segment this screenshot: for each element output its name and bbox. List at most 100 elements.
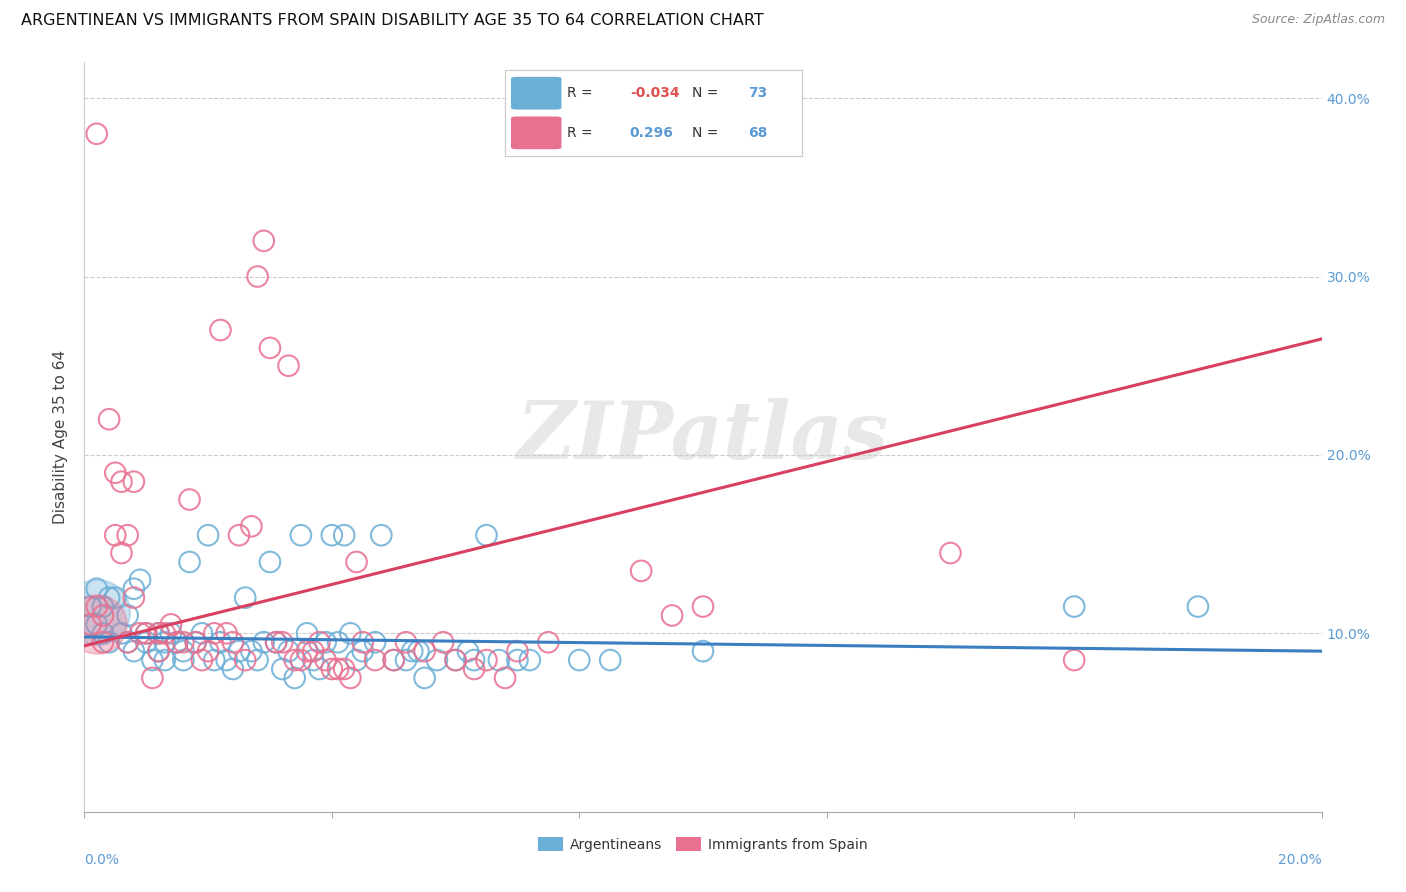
- Point: [463, 653, 485, 667]
- Point: [98, 591, 121, 605]
- Point: [444, 653, 467, 667]
- Point: [79, 617, 101, 632]
- Point: [537, 635, 560, 649]
- Point: [346, 653, 368, 667]
- Point: [408, 644, 430, 658]
- Point: [135, 626, 157, 640]
- Point: [86, 605, 108, 619]
- Point: [86, 582, 108, 596]
- Point: [308, 662, 330, 676]
- Point: [413, 671, 436, 685]
- Point: [104, 466, 127, 480]
- Point: [315, 635, 337, 649]
- Point: [326, 662, 349, 676]
- Point: [246, 653, 269, 667]
- Point: [91, 599, 114, 614]
- Point: [1063, 599, 1085, 614]
- Point: [86, 617, 108, 632]
- Point: [91, 635, 114, 649]
- Point: [166, 635, 188, 649]
- Point: [160, 617, 183, 632]
- Point: [630, 564, 652, 578]
- Point: [519, 653, 541, 667]
- Point: [148, 626, 170, 640]
- Point: [457, 644, 479, 658]
- Point: [326, 635, 349, 649]
- Point: [295, 626, 318, 640]
- Point: [506, 644, 529, 658]
- Point: [209, 635, 232, 649]
- Point: [86, 127, 108, 141]
- Point: [98, 412, 121, 426]
- Y-axis label: Disability Age 35 to 64: Disability Age 35 to 64: [53, 350, 69, 524]
- Point: [259, 341, 281, 355]
- Point: [184, 635, 207, 649]
- Point: [321, 662, 343, 676]
- Point: [129, 626, 152, 640]
- Point: [172, 644, 194, 658]
- Point: [475, 528, 498, 542]
- Point: [253, 234, 276, 248]
- Point: [315, 653, 337, 667]
- Point: [284, 653, 307, 667]
- Point: [172, 653, 194, 667]
- Point: [463, 662, 485, 676]
- Point: [222, 635, 245, 649]
- Point: [148, 644, 170, 658]
- Point: [413, 644, 436, 658]
- Point: [228, 644, 250, 658]
- Point: [426, 653, 449, 667]
- Point: [110, 546, 132, 560]
- Point: [382, 653, 405, 667]
- Point: [191, 653, 214, 667]
- Point: [253, 635, 276, 649]
- Point: [117, 635, 139, 649]
- Point: [86, 617, 108, 632]
- Point: [197, 528, 219, 542]
- Point: [135, 635, 157, 649]
- Point: [202, 653, 225, 667]
- Point: [148, 626, 170, 640]
- Point: [290, 528, 312, 542]
- Point: [202, 626, 225, 640]
- Point: [240, 644, 263, 658]
- Point: [1187, 599, 1209, 614]
- Point: [382, 653, 405, 667]
- Point: [284, 671, 307, 685]
- Point: [184, 635, 207, 649]
- Point: [79, 599, 101, 614]
- Point: [939, 546, 962, 560]
- Point: [179, 555, 201, 569]
- Point: [444, 653, 467, 667]
- Point: [339, 671, 361, 685]
- Text: Source: ZipAtlas.com: Source: ZipAtlas.com: [1251, 13, 1385, 27]
- Point: [104, 591, 127, 605]
- Point: [432, 635, 454, 649]
- Text: ZIPatlas: ZIPatlas: [517, 399, 889, 475]
- Point: [302, 653, 325, 667]
- Point: [129, 573, 152, 587]
- Point: [568, 653, 591, 667]
- Point: [333, 662, 356, 676]
- Point: [364, 635, 387, 649]
- Point: [233, 653, 256, 667]
- Point: [233, 591, 256, 605]
- Legend: Argentineans, Immigrants from Spain: Argentineans, Immigrants from Spain: [533, 831, 873, 857]
- Point: [271, 662, 294, 676]
- Point: [271, 635, 294, 649]
- Point: [264, 635, 287, 649]
- Point: [395, 635, 418, 649]
- Point: [401, 644, 423, 658]
- Point: [333, 528, 356, 542]
- Point: [506, 653, 529, 667]
- Point: [104, 528, 127, 542]
- Point: [246, 269, 269, 284]
- Point: [295, 644, 318, 658]
- Point: [110, 475, 132, 489]
- Point: [110, 626, 132, 640]
- Text: 0.0%: 0.0%: [84, 853, 120, 867]
- Point: [599, 653, 621, 667]
- Point: [166, 635, 188, 649]
- Point: [339, 626, 361, 640]
- Point: [215, 626, 238, 640]
